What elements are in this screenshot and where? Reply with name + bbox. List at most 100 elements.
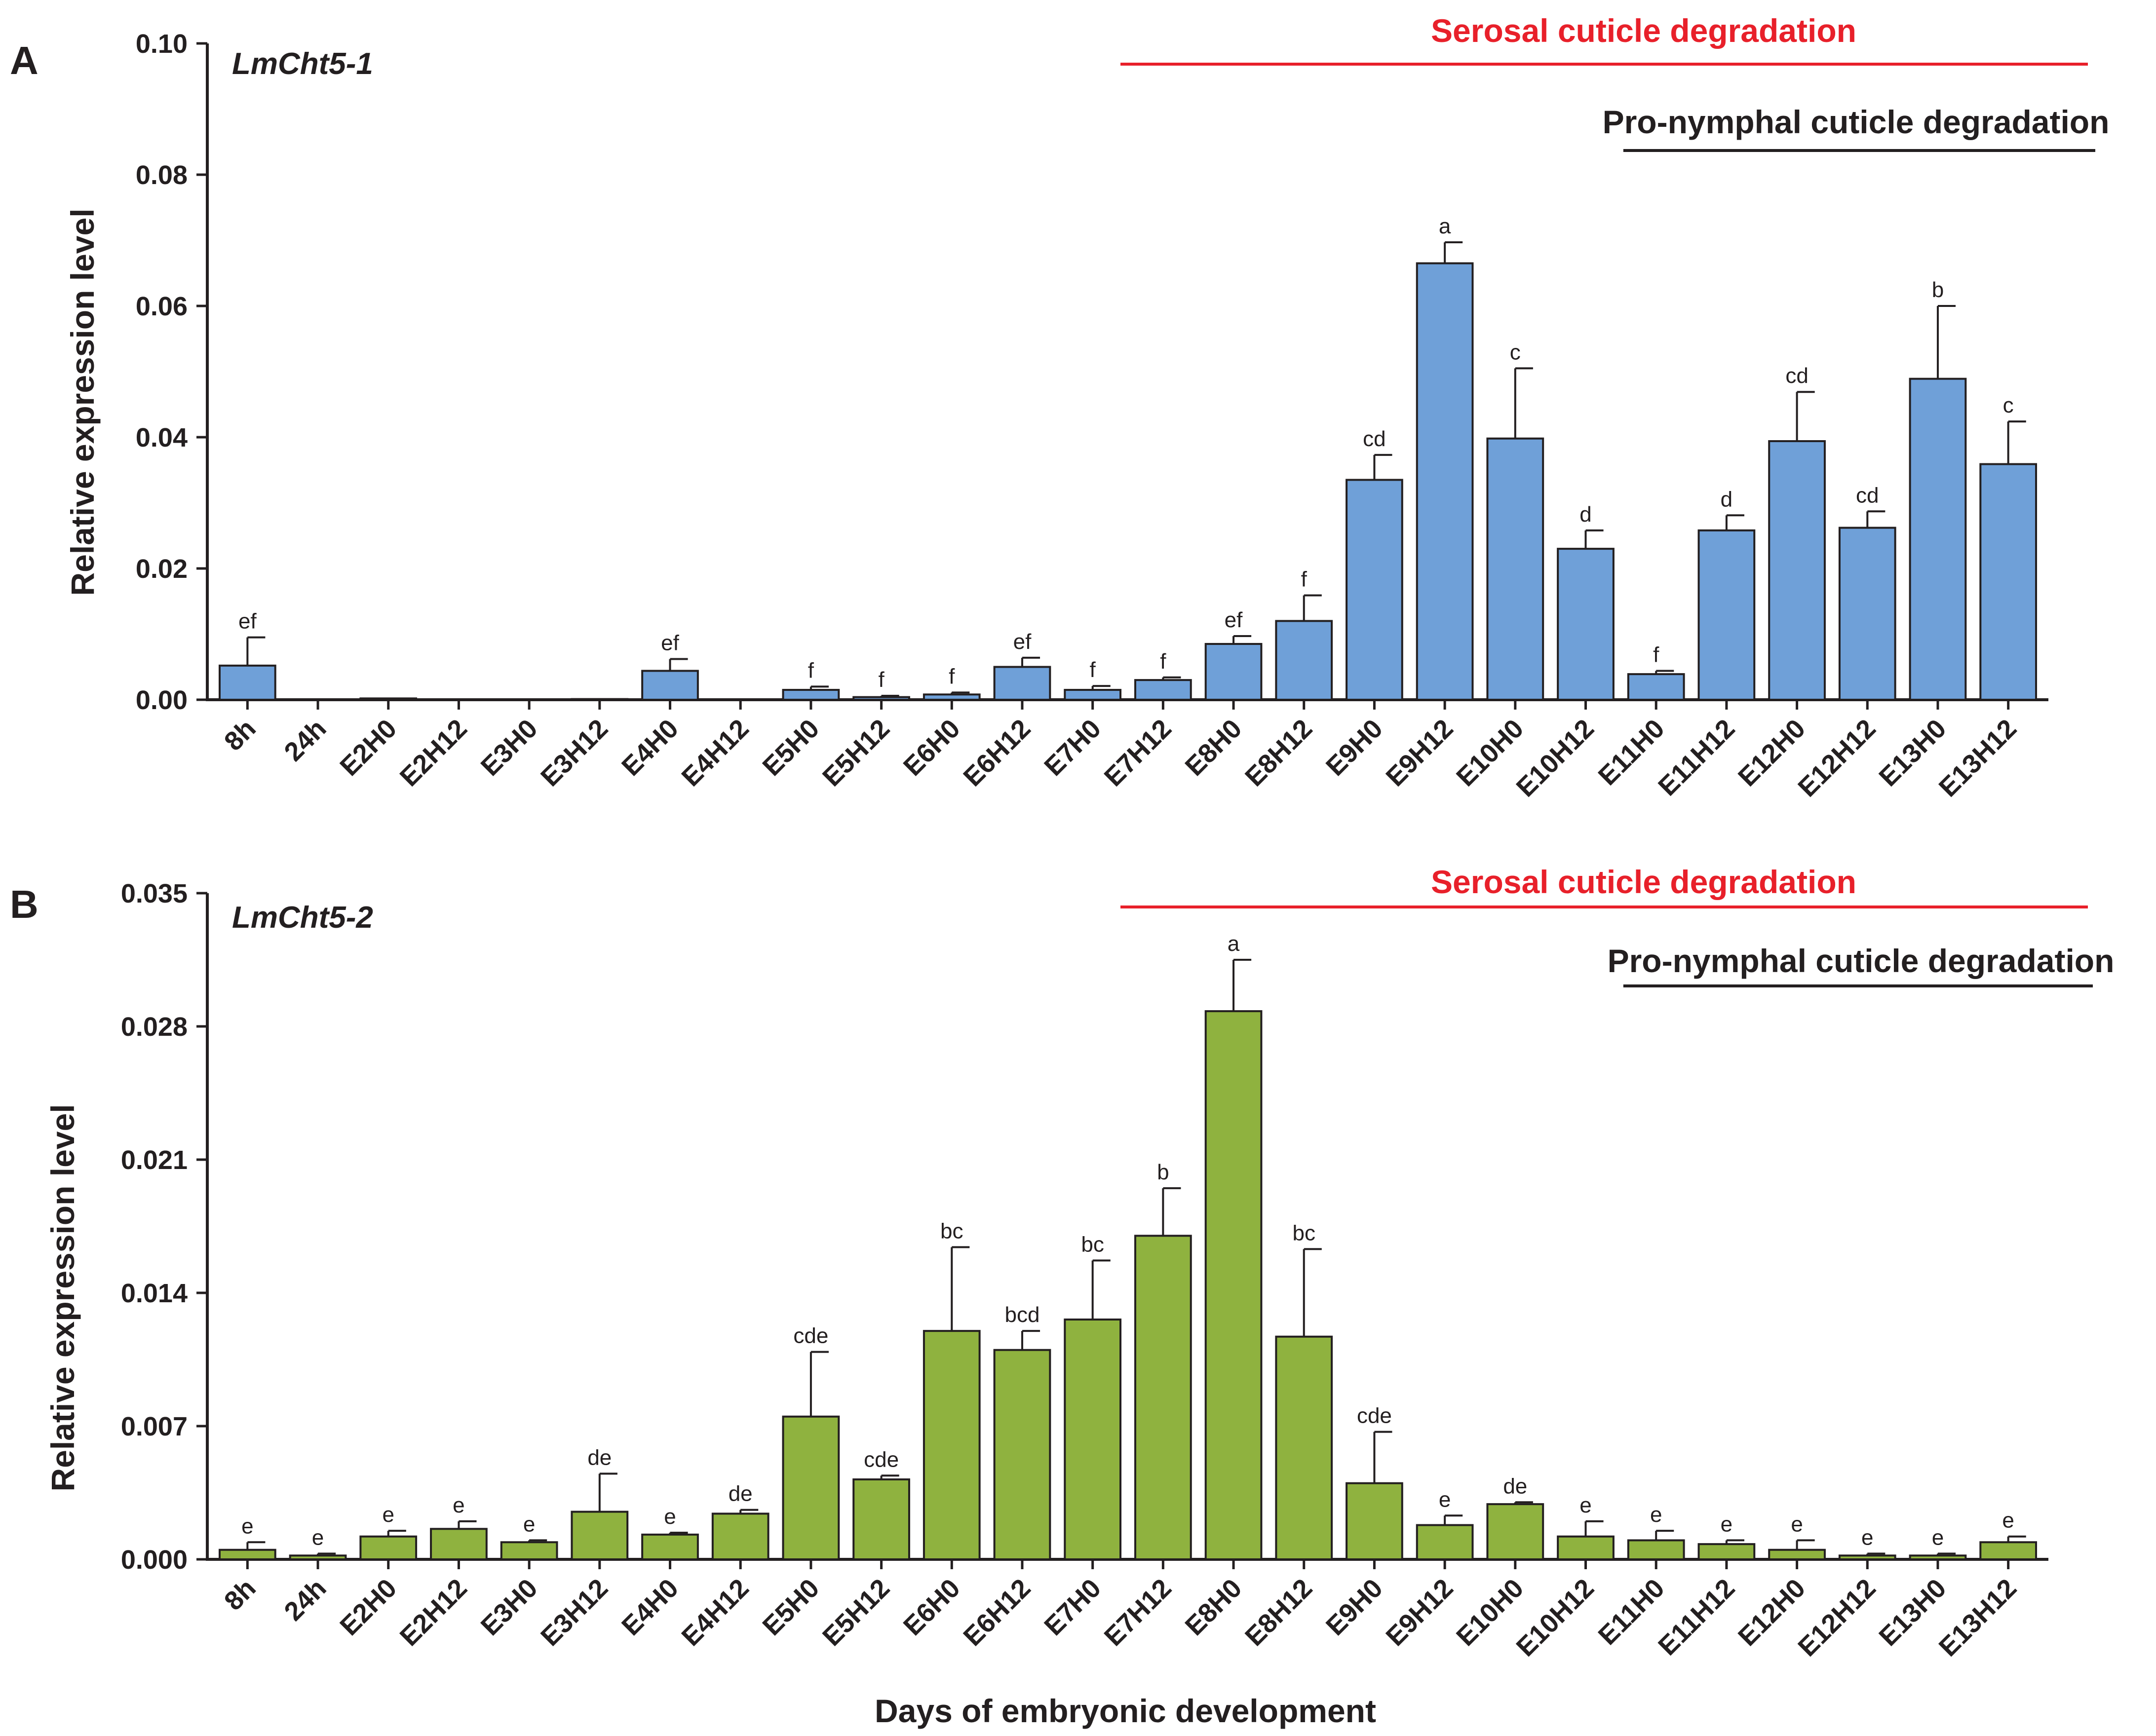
panel-label: B xyxy=(10,882,38,926)
y-tick-label: 0.08 xyxy=(136,160,188,190)
bar xyxy=(923,693,981,701)
x-tick-label: E9H0 xyxy=(1320,714,1388,782)
x-tick-label: E7H12 xyxy=(1099,714,1177,792)
significance-label: bc xyxy=(940,1219,963,1243)
bar xyxy=(993,666,1051,701)
y-tick-label: 0.035 xyxy=(121,879,188,908)
significance-label: ef xyxy=(1013,630,1032,654)
bar xyxy=(500,1541,558,1560)
x-tick-label: E2H0 xyxy=(334,714,402,782)
significance-label: cd xyxy=(1856,483,1879,507)
bar xyxy=(1064,1319,1122,1560)
significance-label: cd xyxy=(1785,364,1808,388)
bar xyxy=(218,1548,276,1561)
significance-label: f xyxy=(1090,658,1096,682)
x-tick-label: E7H0 xyxy=(1039,714,1107,782)
x-tick-label: E8H12 xyxy=(1239,714,1318,792)
bar xyxy=(218,664,276,701)
y-tick-label: 0.04 xyxy=(136,423,188,453)
significance-label: f xyxy=(949,664,955,688)
panel-b: B LmCht5-2 Relative expression level Ser… xyxy=(10,864,2114,1662)
y-tick-label: 0.02 xyxy=(136,554,188,584)
x-tick-label: E4H0 xyxy=(616,1573,684,1641)
bar xyxy=(1909,377,1967,701)
bar xyxy=(852,696,910,701)
significance-label: a xyxy=(1228,932,1240,956)
significance-label: e xyxy=(1439,1487,1451,1511)
significance-label: e xyxy=(312,1525,324,1549)
x-tick-label: E5H12 xyxy=(817,1573,895,1652)
y-tick-label: 0.007 xyxy=(121,1412,188,1441)
significance-label: c xyxy=(1510,340,1521,364)
bar xyxy=(1697,529,1756,701)
x-tick-label: E9H12 xyxy=(1380,1573,1459,1652)
bar xyxy=(852,1478,910,1560)
significance-label: ef xyxy=(238,609,257,634)
x-tick-label: E3H12 xyxy=(535,1573,614,1652)
x-axis-label: Days of embryonic development xyxy=(875,1693,1376,1729)
significance-label: a xyxy=(1439,214,1451,238)
panel-label: A xyxy=(10,38,38,82)
bar xyxy=(641,670,699,701)
bar xyxy=(711,1512,770,1560)
bar xyxy=(359,1535,418,1561)
bar xyxy=(571,698,629,701)
bar xyxy=(1064,689,1122,701)
serosal-annotation-label: Serosal cuticle degradation xyxy=(1431,12,1856,49)
bar xyxy=(1346,479,1403,701)
x-tick-label: E3H0 xyxy=(475,714,543,782)
significance-label: cd xyxy=(1363,427,1386,451)
significance-label: de xyxy=(1503,1474,1527,1498)
x-tick-label: E5H0 xyxy=(757,714,825,782)
x-tick-label: 24h xyxy=(278,1573,332,1626)
bar xyxy=(1838,1554,1896,1560)
x-tick-label: E11H12 xyxy=(1653,714,1740,801)
significance-label: e xyxy=(1579,1493,1591,1517)
x-tick-label: E12H12 xyxy=(1792,1573,1881,1662)
bar xyxy=(1204,642,1263,701)
bar xyxy=(1486,1503,1544,1560)
y-tick-label: 0.021 xyxy=(121,1145,188,1175)
significance-label: e xyxy=(241,1514,253,1538)
significance-label: de xyxy=(587,1445,612,1470)
bar xyxy=(1134,679,1192,701)
significance-label: cde xyxy=(864,1447,899,1472)
significance-label: ef xyxy=(661,631,679,655)
bar xyxy=(1557,548,1615,701)
bar xyxy=(1416,1524,1474,1561)
gene-title: LmCht5-1 xyxy=(232,47,373,81)
x-tick-label: E2H12 xyxy=(394,714,473,792)
x-tick-label: E7H0 xyxy=(1039,1573,1107,1641)
y-axis-label: Relative expression level xyxy=(44,1104,81,1491)
bar xyxy=(782,689,840,701)
panel-a: A LmCht5-1 Relative expression level Ser… xyxy=(10,12,2109,802)
bar xyxy=(1697,1543,1756,1560)
bar xyxy=(1627,1539,1685,1560)
bar xyxy=(359,697,418,701)
significance-label: e xyxy=(1861,1525,1873,1549)
bar xyxy=(289,1554,347,1560)
significance-label: f xyxy=(878,668,885,692)
bar xyxy=(1979,1541,2038,1560)
x-tick-label: E12H12 xyxy=(1792,714,1881,802)
significance-label: cde xyxy=(793,1324,828,1348)
x-tick-label: E3H0 xyxy=(475,1573,543,1641)
significance-label: b xyxy=(1932,278,1944,302)
gene-title: LmCht5-2 xyxy=(232,901,373,935)
bar xyxy=(1416,262,1474,701)
x-tick-label: E9H12 xyxy=(1380,714,1459,792)
x-tick-label: E11H12 xyxy=(1653,1573,1740,1661)
significance-label: e xyxy=(523,1512,535,1536)
x-tick-label: E8H12 xyxy=(1239,1573,1318,1652)
x-tick-label: E6H12 xyxy=(958,1573,1036,1652)
significance-label: c xyxy=(2003,393,2014,417)
bar xyxy=(1275,620,1333,701)
y-tick-label: 0.00 xyxy=(136,685,188,715)
bar xyxy=(1275,1335,1333,1561)
x-tick-label: E10H12 xyxy=(1511,1573,1600,1662)
x-tick-label: E8H0 xyxy=(1180,1573,1248,1641)
bar xyxy=(1768,440,1826,701)
x-tick-label: E2H0 xyxy=(334,1573,402,1641)
pronymphal-annotation-label: Pro-nymphal cuticle degradation xyxy=(1608,943,2115,979)
